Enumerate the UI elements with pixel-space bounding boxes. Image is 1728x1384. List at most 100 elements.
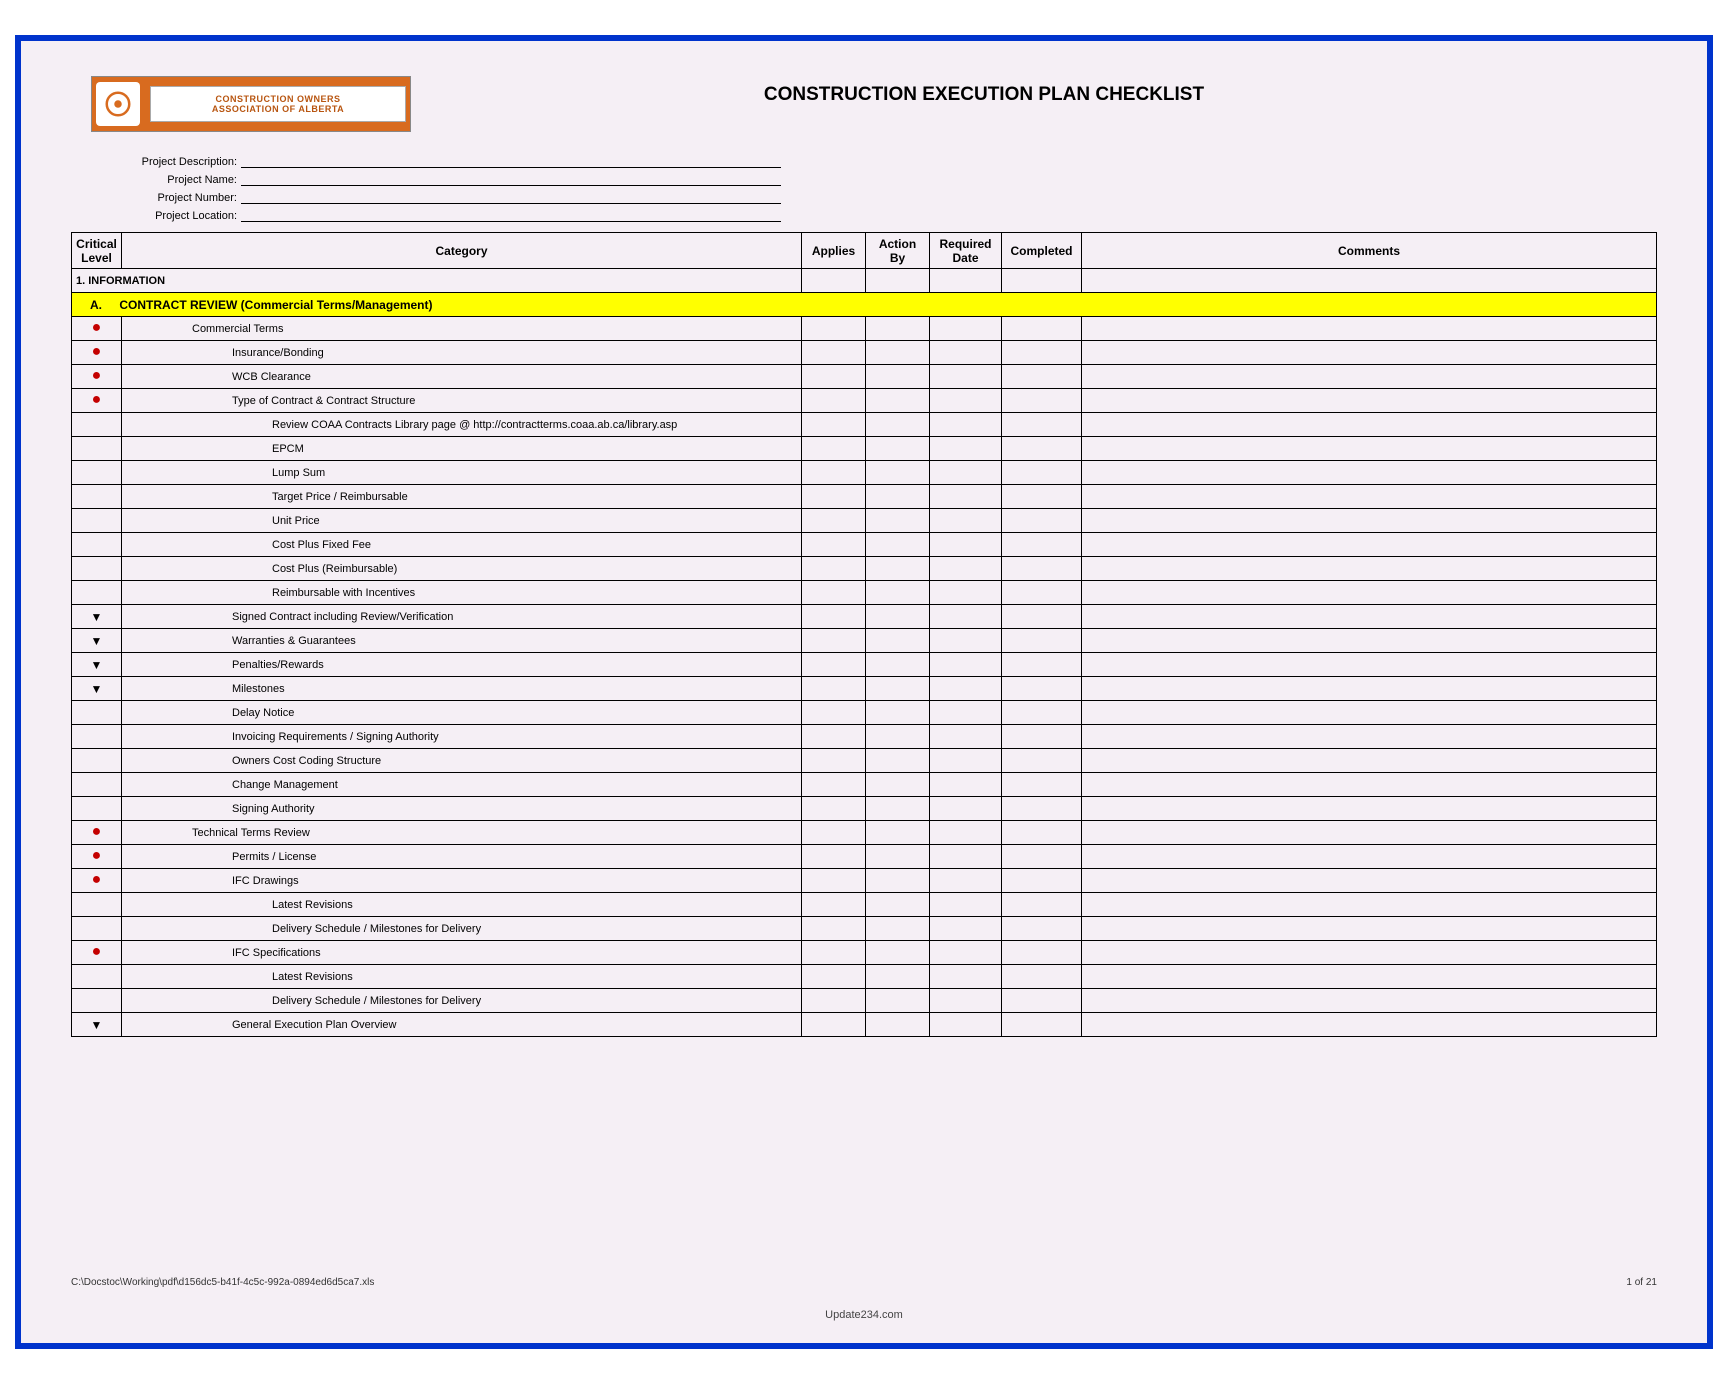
table-row: Latest Revisions [72, 965, 1657, 989]
category-cell: Lump Sum [122, 461, 802, 485]
table-row: ●WCB Clearance [72, 365, 1657, 389]
table-row: ●Commercial Terms [72, 317, 1657, 341]
empty-cell [1002, 677, 1082, 701]
empty-cell [1082, 989, 1657, 1013]
empty-cell [802, 365, 866, 389]
section-title: 1. INFORMATION [72, 269, 802, 293]
table-row: Cost Plus (Reimbursable) [72, 557, 1657, 581]
empty-cell [1002, 845, 1082, 869]
table-row: Delivery Schedule / Milestones for Deliv… [72, 917, 1657, 941]
critical-marker: ● [72, 869, 122, 893]
empty-cell [930, 413, 1002, 437]
category-cell: Invoicing Requirements / Signing Authori… [122, 725, 802, 749]
category-cell: Type of Contract & Contract Structure [122, 389, 802, 413]
critical-marker: ● [72, 317, 122, 341]
meta-desc-label: Project Description: [91, 156, 241, 168]
critical-marker [72, 485, 122, 509]
empty-cell [866, 749, 930, 773]
empty-cell [930, 341, 1002, 365]
empty-cell [930, 557, 1002, 581]
empty-cell [930, 461, 1002, 485]
critical-marker: ▼ [72, 653, 122, 677]
empty-cell [930, 797, 1002, 821]
critical-marker [72, 533, 122, 557]
empty-cell [802, 557, 866, 581]
category-cell: Technical Terms Review [122, 821, 802, 845]
critical-marker: ● [72, 821, 122, 845]
category-cell: Reimbursable with Incentives [122, 581, 802, 605]
empty-cell [1082, 893, 1657, 917]
critical-marker [72, 749, 122, 773]
empty-cell [802, 509, 866, 533]
empty-cell [802, 749, 866, 773]
empty-cell [802, 725, 866, 749]
empty-cell [1002, 389, 1082, 413]
category-cell: Cost Plus (Reimbursable) [122, 557, 802, 581]
empty-cell [866, 317, 930, 341]
critical-marker [72, 773, 122, 797]
empty-cell [1002, 917, 1082, 941]
empty-cell [1002, 941, 1082, 965]
empty-cell [1002, 821, 1082, 845]
table-row: Invoicing Requirements / Signing Authori… [72, 725, 1657, 749]
empty-cell [930, 965, 1002, 989]
empty-cell [802, 845, 866, 869]
empty-cell [866, 677, 930, 701]
table-row: Owners Cost Coding Structure [72, 749, 1657, 773]
empty-cell [866, 917, 930, 941]
empty-cell [866, 389, 930, 413]
category-cell: Warranties & Guarantees [122, 629, 802, 653]
category-cell: Owners Cost Coding Structure [122, 749, 802, 773]
page-title: CONSTRUCTION EXECUTION PLAN CHECKLIST [411, 76, 1657, 106]
empty-cell [802, 533, 866, 557]
category-cell: Insurance/Bonding [122, 341, 802, 365]
empty-cell [930, 365, 1002, 389]
empty-cell [1002, 581, 1082, 605]
category-cell: IFC Specifications [122, 941, 802, 965]
empty-cell [866, 461, 930, 485]
empty-cell [930, 941, 1002, 965]
table-row: Change Management [72, 773, 1657, 797]
empty-cell [866, 413, 930, 437]
table-row: ●Technical Terms Review [72, 821, 1657, 845]
category-cell: Cost Plus Fixed Fee [122, 533, 802, 557]
empty-cell [1082, 845, 1657, 869]
footer-page: 1 of 21 [1626, 1277, 1657, 1288]
empty-cell [930, 653, 1002, 677]
empty-cell [802, 317, 866, 341]
outer-frame: CONSTRUCTION OWNERS ASSOCIATION OF ALBER… [0, 20, 1728, 1364]
footer: C:\Docstoc\Working\pdf\d156dc5-b41f-4c5c… [71, 1277, 1657, 1288]
empty-cell [1002, 413, 1082, 437]
empty-cell [802, 893, 866, 917]
table-row: ●IFC Specifications [72, 941, 1657, 965]
empty-cell [802, 941, 866, 965]
empty-cell [802, 821, 866, 845]
empty-cell [930, 845, 1002, 869]
gear-icon [96, 82, 140, 126]
empty-cell [1082, 485, 1657, 509]
empty-cell [802, 653, 866, 677]
empty-cell [930, 317, 1002, 341]
th-critical: Critical Level [72, 233, 122, 269]
meta-loc-line [241, 208, 781, 222]
empty-cell [802, 581, 866, 605]
empty-cell [930, 893, 1002, 917]
subsection-row: A. CONTRACT REVIEW (Commercial Terms/Man… [72, 293, 1657, 317]
category-cell: Review COAA Contracts Library page @ htt… [122, 413, 802, 437]
empty-cell [866, 341, 930, 365]
table-row: ●Type of Contract & Contract Structure [72, 389, 1657, 413]
critical-marker: ▼ [72, 1013, 122, 1037]
subsection-cell: A. CONTRACT REVIEW (Commercial Terms/Man… [72, 293, 1657, 317]
critical-marker [72, 461, 122, 485]
empty-cell [866, 965, 930, 989]
empty-cell [1002, 605, 1082, 629]
category-cell: EPCM [122, 437, 802, 461]
empty-cell [866, 485, 930, 509]
category-cell: Signed Contract including Review/Verific… [122, 605, 802, 629]
empty-cell [1082, 605, 1657, 629]
empty-cell [1002, 533, 1082, 557]
empty-cell [802, 437, 866, 461]
table-row: ▼General Execution Plan Overview [72, 1013, 1657, 1037]
empty-cell [1002, 437, 1082, 461]
meta-block: Project Description: Project Name: Proje… [91, 150, 1657, 222]
